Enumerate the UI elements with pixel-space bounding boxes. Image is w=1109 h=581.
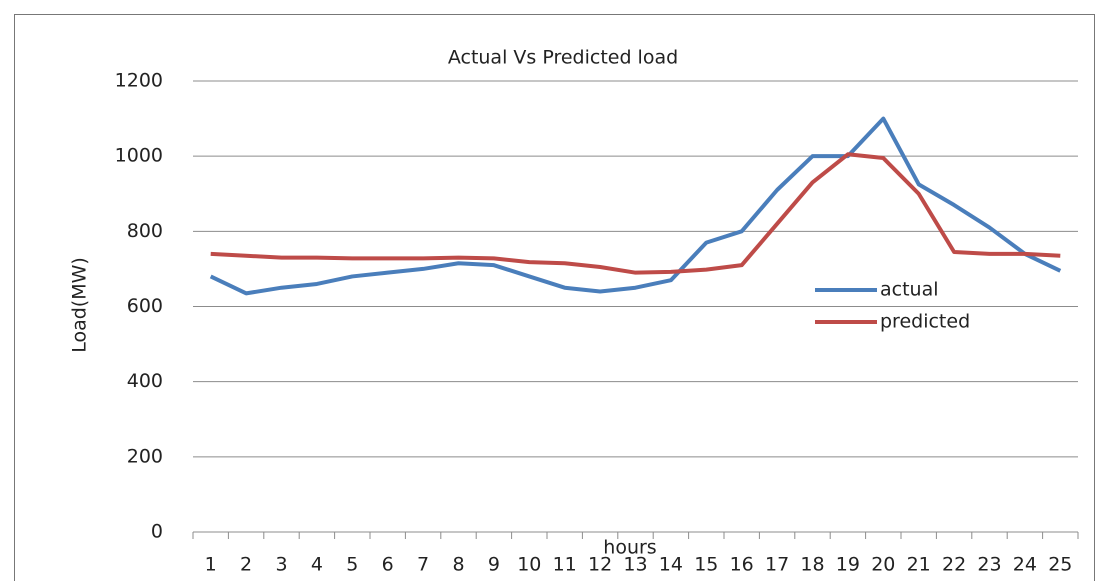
y-tick-label: 800 bbox=[127, 220, 163, 242]
x-tick-label: 19 bbox=[836, 554, 860, 576]
x-tick-label: 18 bbox=[800, 554, 824, 576]
legend-label: predicted bbox=[880, 311, 970, 333]
series-line bbox=[209, 116, 1062, 296]
y-tick-label: 1200 bbox=[115, 70, 163, 92]
y-tick-label: 200 bbox=[127, 445, 163, 467]
x-tick-label: 13 bbox=[623, 554, 647, 576]
legend-label: actual bbox=[880, 279, 939, 301]
x-tick-label: 25 bbox=[1048, 554, 1072, 576]
x-tick-label: 21 bbox=[907, 554, 931, 576]
x-axis-label: hours bbox=[603, 537, 656, 559]
x-tick-label: 7 bbox=[417, 554, 429, 576]
chart-frame bbox=[14, 14, 1095, 581]
x-tick-label: 24 bbox=[1013, 554, 1037, 576]
x-tick-label: 22 bbox=[942, 554, 966, 576]
series-line bbox=[210, 152, 1061, 275]
x-tick-label: 17 bbox=[765, 554, 789, 576]
x-tick-label: 16 bbox=[730, 554, 754, 576]
x-tick-label: 11 bbox=[553, 554, 577, 576]
chart-title: Actual Vs Predicted load bbox=[448, 47, 678, 69]
x-tick-label: 14 bbox=[659, 554, 683, 576]
x-tick-label: 3 bbox=[275, 554, 287, 576]
x-tick-label: 9 bbox=[488, 554, 500, 576]
x-tick-label: 10 bbox=[517, 554, 541, 576]
x-tick-label: 6 bbox=[382, 554, 394, 576]
x-tick-label: 2 bbox=[240, 554, 252, 576]
x-tick-label: 20 bbox=[871, 554, 895, 576]
x-tick-label: 4 bbox=[311, 554, 323, 576]
x-tick-label: 23 bbox=[977, 554, 1001, 576]
y-tick-label: 1000 bbox=[115, 145, 163, 167]
x-tick-label: 8 bbox=[452, 554, 464, 576]
y-axis-label: Load(MW) bbox=[69, 257, 91, 353]
x-tick-label: 12 bbox=[588, 554, 612, 576]
x-tick-label: 15 bbox=[694, 554, 718, 576]
y-tick-label: 0 bbox=[151, 521, 163, 543]
y-tick-label: 600 bbox=[127, 295, 163, 317]
y-tick-label: 400 bbox=[127, 370, 163, 392]
x-tick-label: 5 bbox=[346, 554, 358, 576]
x-tick-label: 1 bbox=[205, 554, 217, 576]
